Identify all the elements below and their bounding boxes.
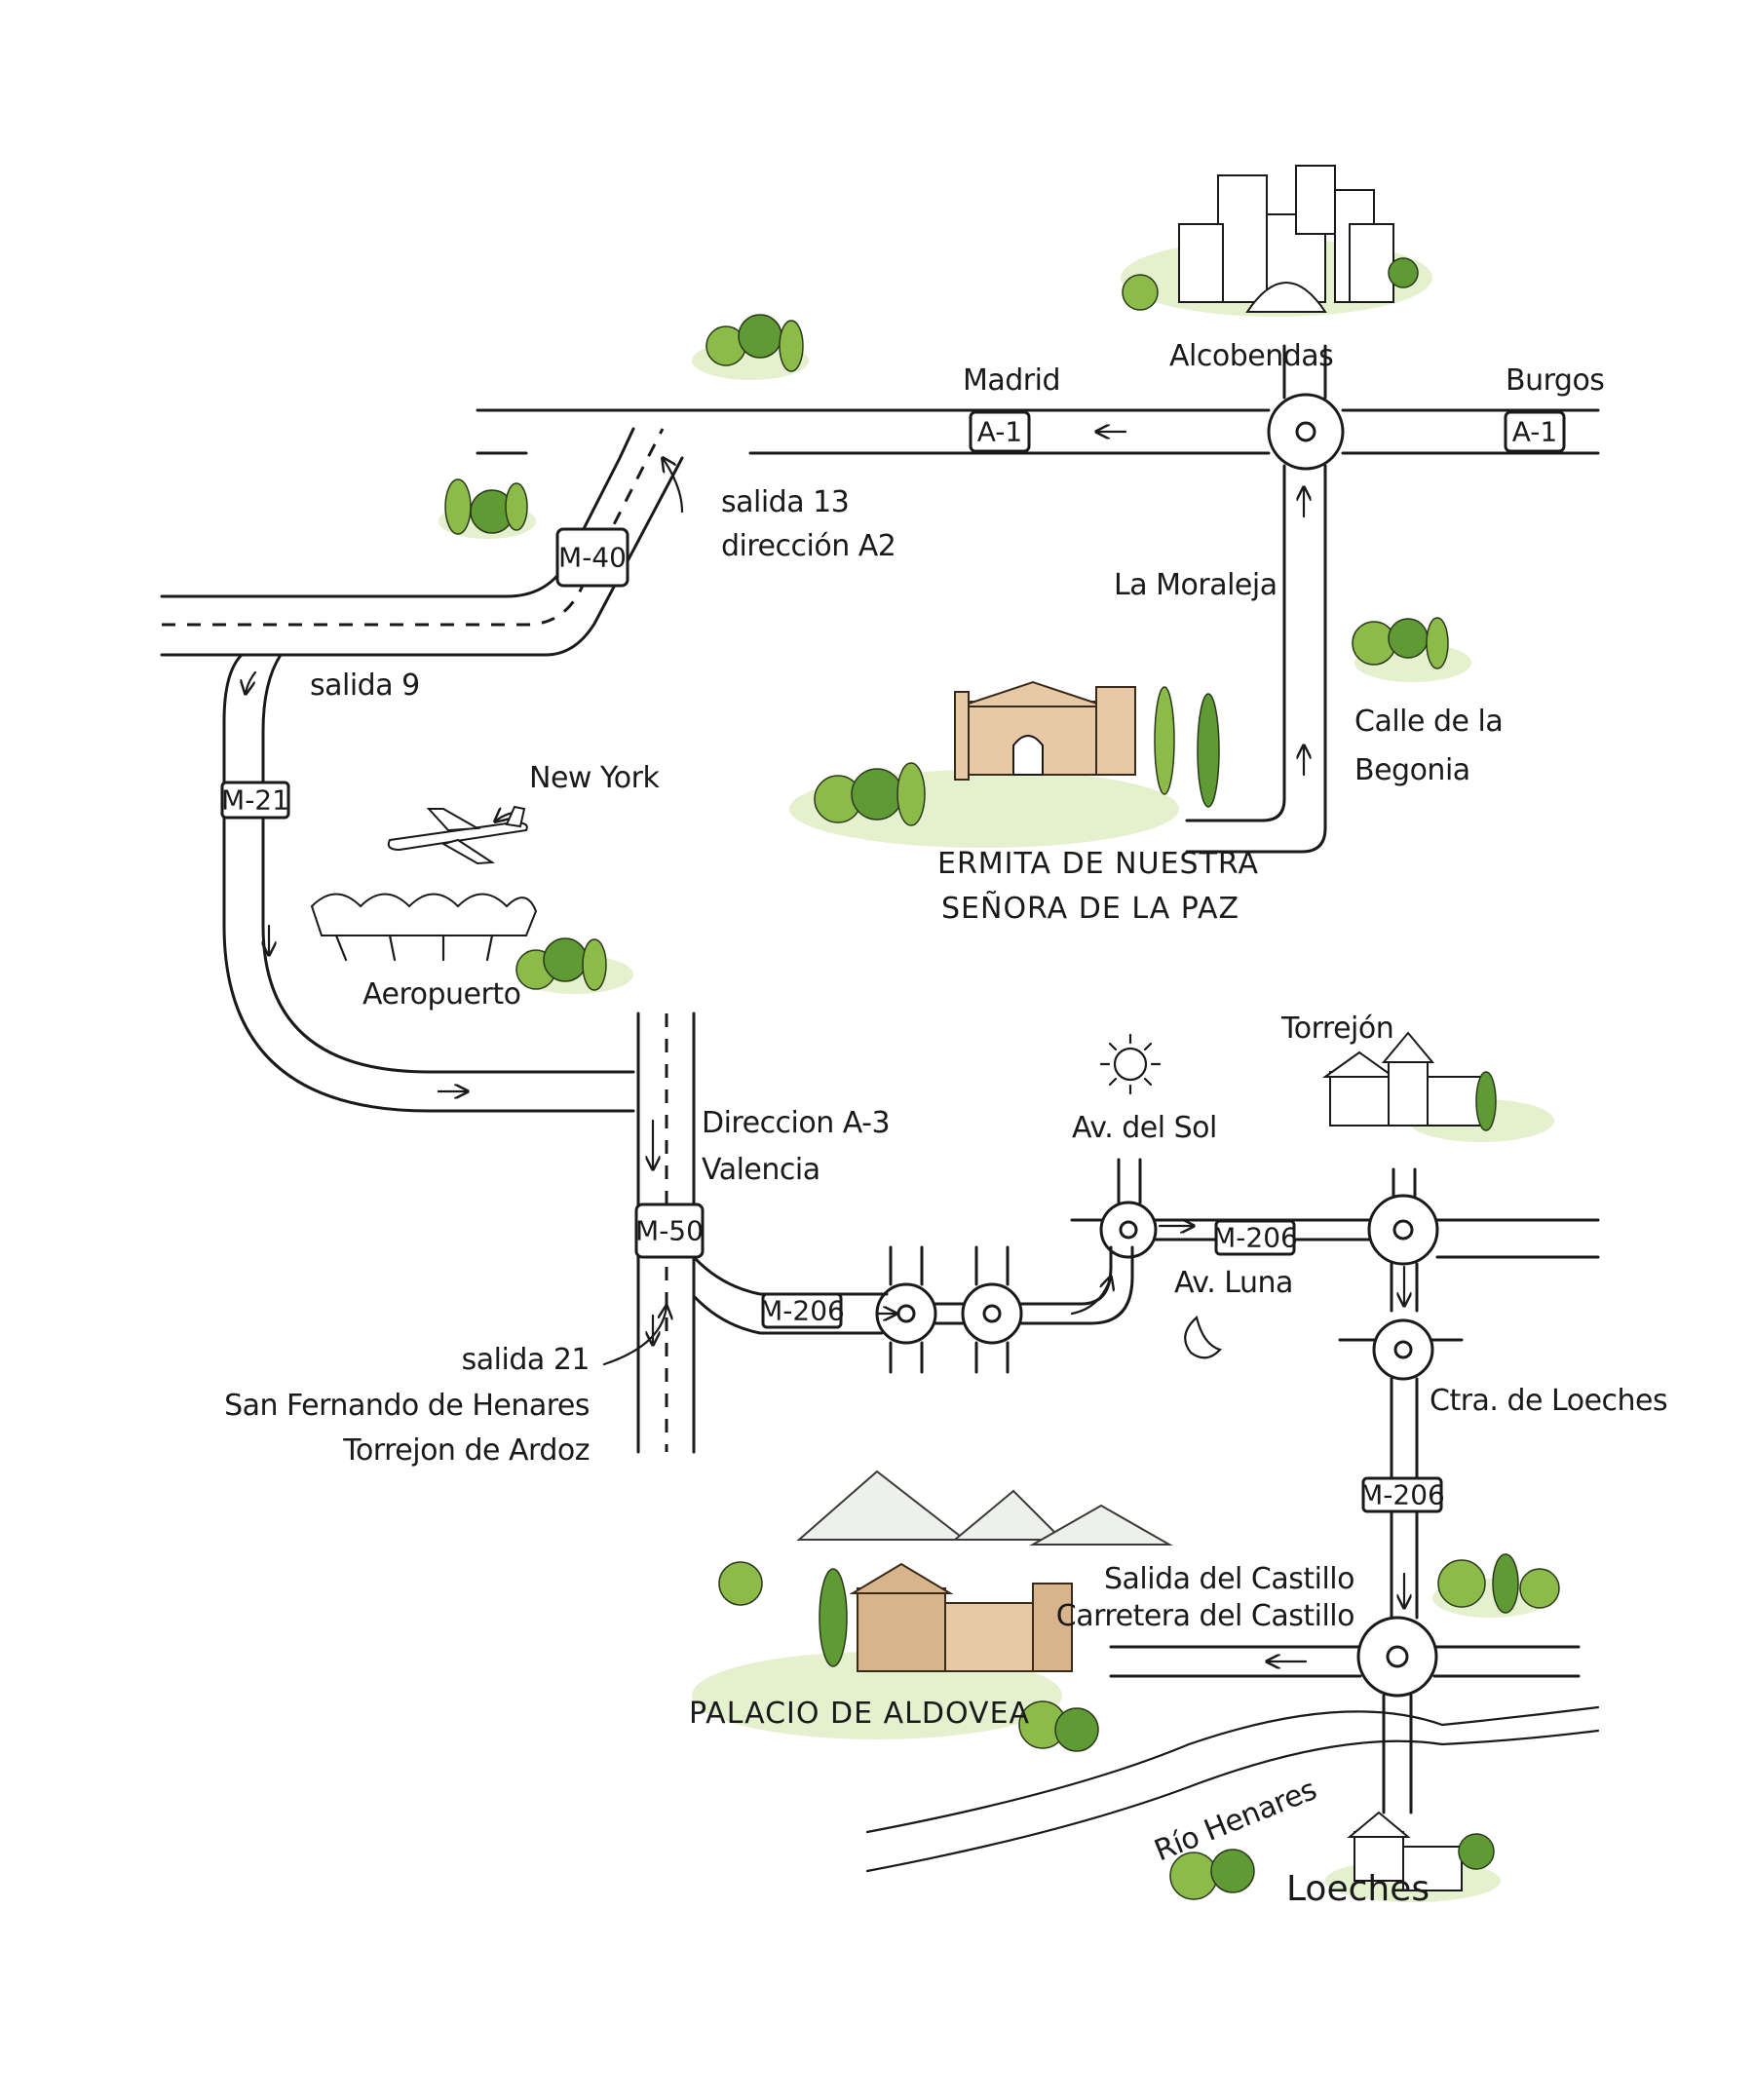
label-av-luna: Av. Luna	[1174, 1266, 1293, 1300]
moon-icon	[1184, 1315, 1223, 1359]
label-av-del-sol: Av. del Sol	[1072, 1111, 1217, 1145]
airplane-icon	[387, 805, 528, 865]
label-direccion-a3: Direccion A-3	[702, 1106, 890, 1140]
torrejon-town-icon	[1321, 1031, 1554, 1142]
svg-text:A-1: A-1	[1512, 416, 1557, 448]
trees-icon-m40	[438, 478, 536, 539]
river-henares	[865, 1705, 1600, 1873]
shield-a1-right: A-1	[1504, 410, 1566, 453]
svg-text:M-50: M-50	[635, 1215, 704, 1247]
label-madrid: Madrid	[963, 363, 1060, 398]
trees-icon-aeropuerto	[515, 937, 633, 994]
roundabout-alcobendas	[1185, 344, 1345, 854]
svg-text:M-40: M-40	[558, 542, 627, 574]
svg-text:M-206: M-206	[759, 1295, 845, 1327]
label-loeches: Loeches	[1286, 1869, 1430, 1909]
airport-terminal-icon	[310, 893, 538, 962]
label-ermita-line1: ERMITA DE NUESTRA	[937, 847, 1259, 881]
label-san-fernando: San Fernando de Henares	[224, 1389, 590, 1423]
label-alcobendas: Alcobendas	[1169, 339, 1333, 373]
shield-m206-c: M-206	[1359, 1476, 1445, 1513]
ermita-church-icon	[789, 680, 1220, 848]
shield-m206-b: M-206	[1212, 1219, 1298, 1256]
label-salida-9: salida 9	[310, 668, 420, 703]
label-ermita-line2: SEÑORA DE LA PAZ	[941, 891, 1239, 926]
label-torrejon: Torrejón	[1280, 1012, 1393, 1046]
svg-text:A-1: A-1	[977, 416, 1022, 448]
label-salida-21: salida 21	[462, 1343, 590, 1377]
shield-a1-left: A-1	[969, 410, 1031, 453]
shield-m21: M-21	[220, 781, 290, 820]
label-begonia: Begonia	[1354, 753, 1470, 787]
label-salida-13: salida 13	[721, 485, 849, 519]
label-salida-castillo: Salida del Castillo	[1104, 1562, 1354, 1596]
label-ctra-loeches: Ctra. de Loeches	[1430, 1384, 1667, 1418]
road-m21	[222, 653, 635, 1113]
shield-m206-a: M-206	[759, 1292, 845, 1329]
label-calle-de-la: Calle de la	[1354, 705, 1503, 739]
sun-icon	[1099, 1033, 1162, 1095]
shield-m50: M-50	[634, 1203, 705, 1259]
label-carretera-castillo: Carretera del Castillo	[1056, 1599, 1354, 1633]
label-torrejon-de-ardoz: Torrejon de Ardoz	[342, 1433, 590, 1468]
label-new-york: New York	[529, 761, 661, 795]
alcobendas-city-icon	[1121, 165, 1432, 317]
label-aeropuerto: Aeropuerto	[362, 977, 520, 1012]
svg-text:M-206: M-206	[1359, 1479, 1445, 1511]
direction-arrows	[246, 432, 1404, 1661]
trees-icon-madrid	[692, 314, 809, 380]
shield-m40: M-40	[555, 527, 629, 588]
trees-icon-begonia	[1352, 617, 1471, 682]
svg-text:M-206: M-206	[1212, 1222, 1298, 1254]
trees-icon-castillo	[1432, 1553, 1560, 1618]
label-la-moraleja: La Moraleja	[1114, 568, 1277, 602]
palacio-aldovea-icon	[692, 1470, 1173, 1752]
label-valencia: Valencia	[702, 1153, 820, 1187]
loeches-town-icon	[1169, 1811, 1501, 1902]
label-burgos: Burgos	[1506, 363, 1604, 398]
road-a1	[476, 408, 1600, 455]
label-direccion-a2: dirección A2	[721, 529, 896, 563]
svg-text:M-21: M-21	[221, 784, 289, 817]
label-palacio-aldovea: PALACIO DE ALDOVEA	[689, 1697, 1030, 1731]
